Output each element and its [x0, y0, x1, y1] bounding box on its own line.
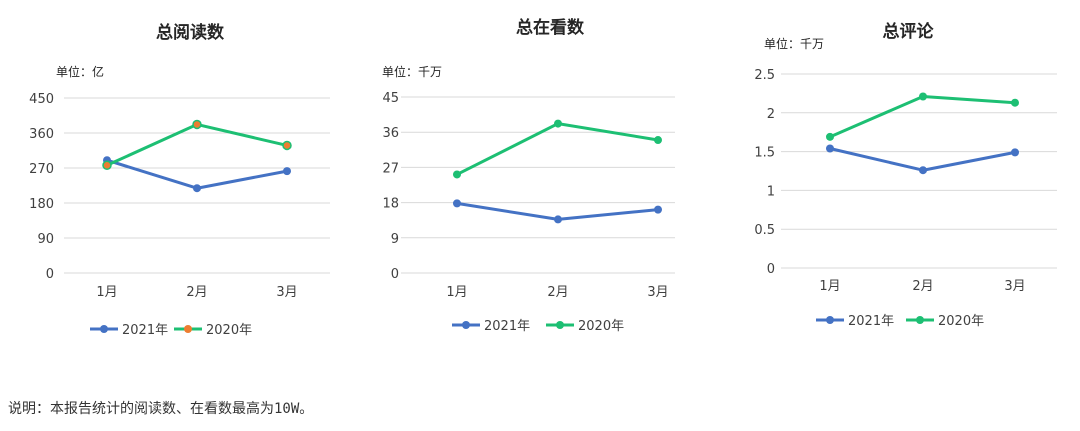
y-tick-label: 0	[46, 267, 54, 282]
data-point	[554, 215, 562, 224]
y-tick-label: 9	[391, 232, 399, 247]
y-tick-label: 270	[29, 162, 54, 177]
y-tick-label: 0.5	[754, 223, 775, 238]
y-tick-label: 0	[391, 267, 399, 282]
data-point	[453, 199, 461, 208]
legend-label: 2020年	[578, 319, 624, 334]
chart-title: 总阅读数	[156, 22, 225, 43]
legend-marker	[462, 321, 470, 329]
data-point	[193, 184, 201, 193]
y-tick-label: 2.5	[754, 68, 775, 83]
series-line-2020年	[106, 122, 288, 167]
y-tick-label: 0	[767, 262, 775, 277]
y-tick-label: 36	[382, 126, 399, 141]
legend-label: 2020年	[206, 323, 252, 338]
x-tick-label: 2月	[912, 279, 933, 294]
data-point	[919, 166, 927, 175]
x-tick-label: 2月	[186, 285, 207, 300]
data-point	[192, 119, 202, 130]
data-point	[654, 136, 662, 145]
legend-marker	[826, 316, 834, 324]
legend-marker	[184, 325, 192, 333]
legend-marker	[100, 325, 108, 333]
legend-label: 2021年	[122, 323, 168, 338]
chart-total-reads: 总阅读数单位：亿 0 90 180 270 360 450 1月 2月 3月 2021年 2020年	[0, 0, 360, 360]
y-tick-label: 2	[767, 107, 775, 122]
legend-marker	[556, 321, 564, 329]
chart-total-looking: 总在看数单位：千万 0 9 18 27 36 45 1月 2月 3月 2021年 2020年	[360, 0, 720, 360]
data-point	[654, 205, 662, 214]
x-tick-label: 3月	[647, 285, 668, 300]
legend-marker	[916, 316, 924, 324]
series-line-2020年	[829, 95, 1016, 139]
data-point	[1011, 98, 1019, 107]
y-tick-label: 27	[382, 161, 399, 176]
unit-label: 单位：千万	[764, 36, 824, 51]
chart-total-comments: 总评论单位：千万 0 0.5 1 1.5 2 2.5 1月 2月 3月 2021年 2020年	[720, 0, 1080, 360]
data-point	[826, 132, 834, 141]
x-tick-label: 2月	[547, 285, 568, 300]
x-tick-label: 1月	[446, 285, 467, 300]
data-point	[554, 119, 562, 128]
x-tick-label: 3月	[276, 285, 297, 300]
series-line-2020年	[456, 122, 659, 176]
x-tick-label: 1月	[96, 285, 117, 300]
series-line-2021年	[106, 158, 288, 190]
data-point	[919, 92, 927, 101]
y-tick-label: 360	[29, 127, 54, 142]
chart-title: 总评论	[883, 21, 935, 42]
x-tick-label: 1月	[819, 279, 840, 294]
data-point	[453, 170, 461, 179]
y-tick-label: 45	[382, 91, 399, 106]
data-point	[282, 140, 292, 151]
unit-label: 单位：亿	[56, 64, 104, 79]
y-tick-label: 90	[37, 232, 54, 247]
y-tick-label: 1.5	[754, 146, 775, 161]
chart-title: 总在看数	[516, 17, 585, 38]
data-point	[1011, 148, 1019, 157]
legend-label: 2020年	[938, 314, 984, 329]
y-tick-label: 180	[29, 197, 54, 212]
legend-label: 2021年	[848, 314, 894, 329]
data-point	[102, 160, 112, 171]
unit-label: 单位：千万	[382, 64, 442, 79]
data-point	[826, 144, 834, 153]
x-tick-label: 3月	[1004, 279, 1025, 294]
data-point	[283, 167, 291, 176]
footnote: 说明：本报告统计的阅读数、在看数最高为10W。	[8, 401, 314, 417]
y-tick-label: 450	[29, 92, 54, 107]
legend-label: 2021年	[484, 319, 530, 334]
y-tick-label: 1	[767, 184, 775, 199]
y-tick-label: 18	[382, 197, 399, 212]
